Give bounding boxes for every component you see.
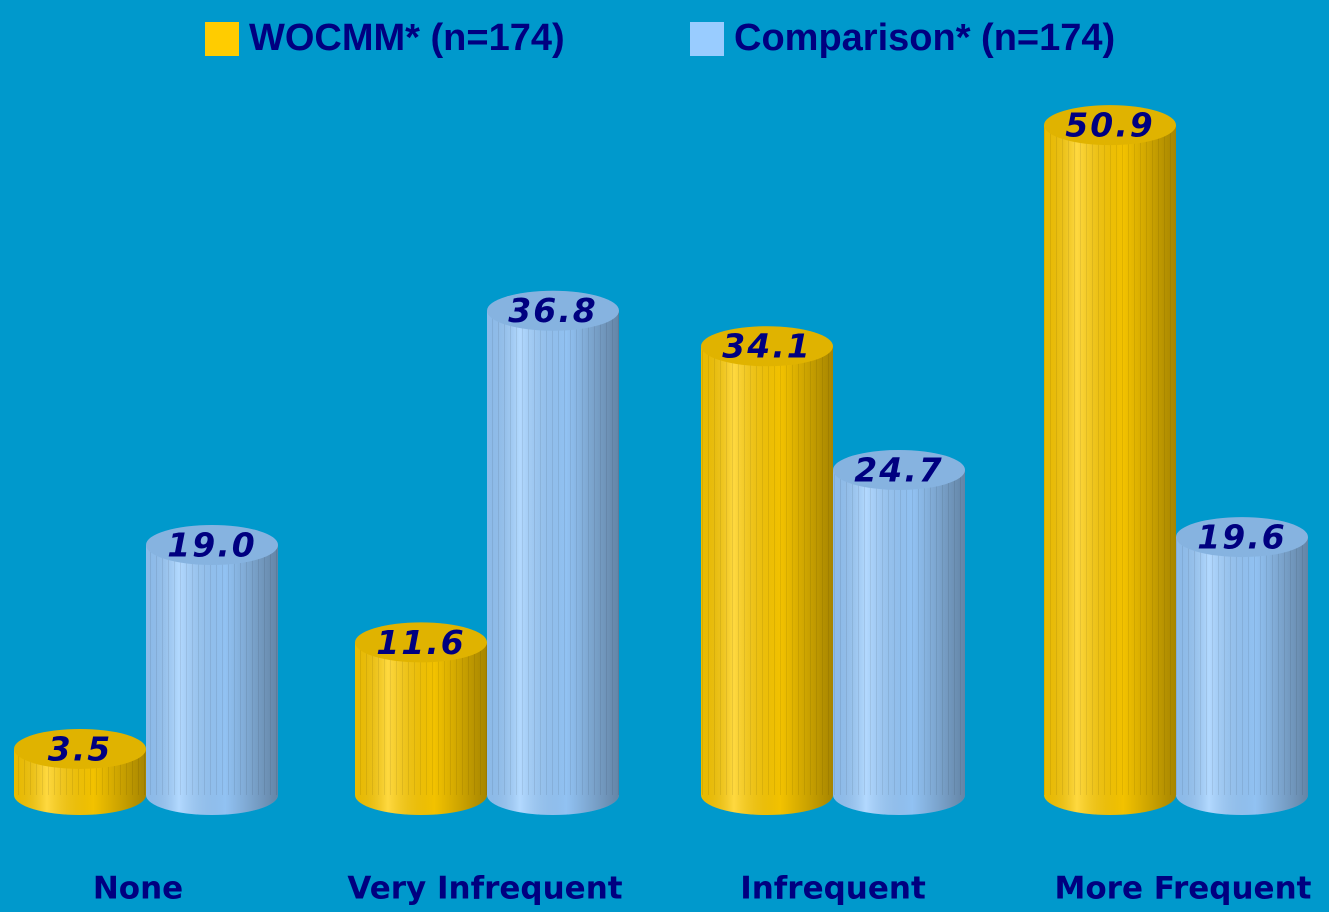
data-label: 24.7 <box>854 450 943 489</box>
legend-swatch <box>690 22 724 56</box>
bar-stripes <box>355 642 487 795</box>
legend-swatch <box>205 22 239 56</box>
data-label: 19.6 <box>1197 518 1286 557</box>
bar-stripes <box>701 346 833 795</box>
cylinder-top-shade <box>1044 105 1176 146</box>
cylinder-top-shade <box>701 326 833 367</box>
cylinder-top-shade <box>1176 517 1308 558</box>
x-tick-label: More Frequent <box>1055 871 1312 907</box>
data-label: 19.0 <box>167 525 256 564</box>
bar-stripes <box>833 469 965 795</box>
cylinder-top <box>146 524 278 565</box>
bar-stripes <box>1176 537 1308 795</box>
bar-stripes <box>146 544 278 795</box>
cylinder-top <box>14 728 146 769</box>
cylinder-top-shade <box>146 524 278 565</box>
cylinder-top <box>833 449 965 490</box>
cylinder-top <box>701 326 833 367</box>
cylinder-top-shade <box>355 622 487 663</box>
cylinder-top <box>355 622 487 663</box>
cylinder-top-shade <box>14 728 146 769</box>
data-label: 50.9 <box>1065 106 1154 145</box>
bar-stripes <box>487 310 619 795</box>
x-tick-label: Very Infrequent <box>347 871 622 907</box>
cylinder-top <box>487 290 619 331</box>
data-label: 3.5 <box>48 729 112 768</box>
x-tick-label: None <box>93 871 183 907</box>
data-label: 36.8 <box>508 291 597 330</box>
legend-label: Comparison* (n=174) <box>734 17 1115 59</box>
bar-stripes <box>1044 125 1176 795</box>
data-label: 34.1 <box>722 327 811 366</box>
cylinder-top <box>1044 105 1176 146</box>
cylinder-top-shade <box>833 449 965 490</box>
cylinder-top <box>1176 517 1308 558</box>
data-label: 11.6 <box>376 623 465 662</box>
cylinder-top-shade <box>487 290 619 331</box>
x-tick-label: Infrequent <box>740 871 926 907</box>
legend-label: WOCMM* (n=174) <box>249 17 565 59</box>
